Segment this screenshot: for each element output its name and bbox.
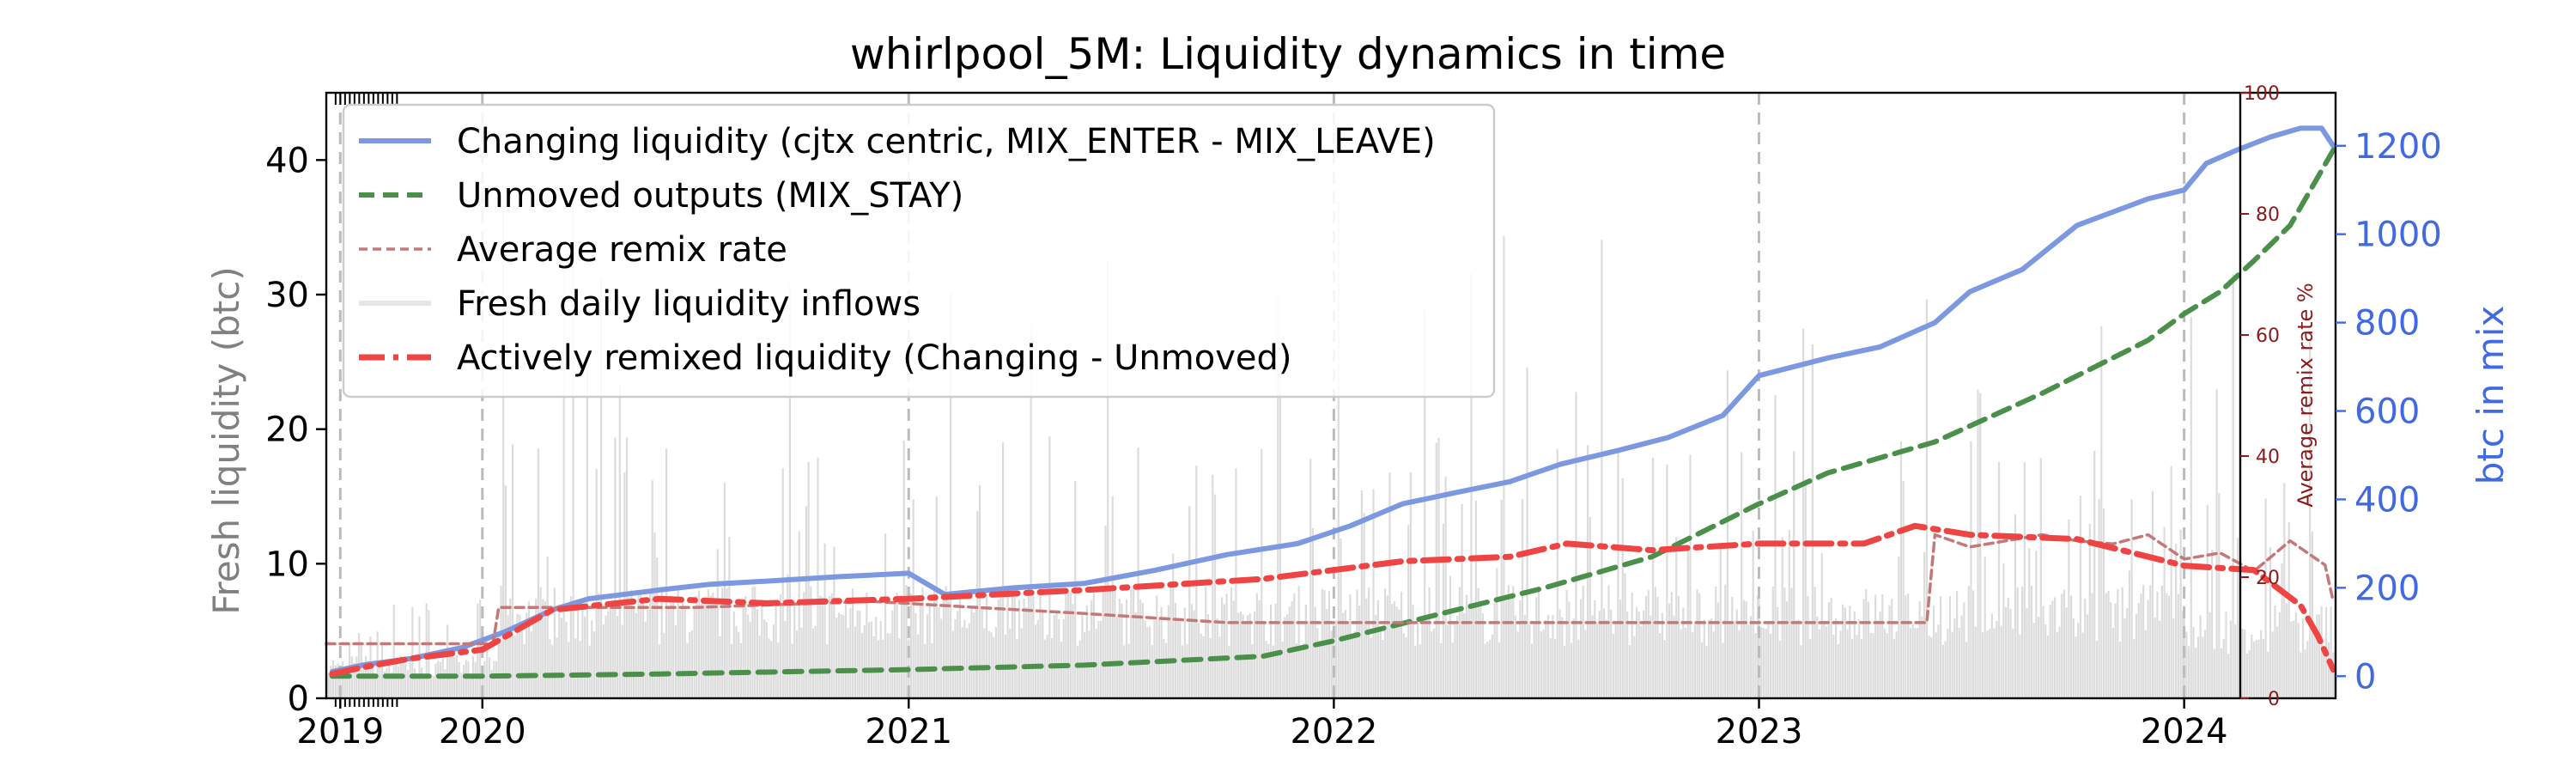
x-tick-label-4: 2023 (1716, 712, 1803, 752)
chart-title: whirlpool_5M: Liquidity dynamics in time (850, 29, 1726, 79)
left-tick-label-2: 20 (265, 411, 309, 450)
left-tick-label-0: 0 (288, 679, 309, 719)
btc-tick-label-3: 600 (2354, 393, 2420, 432)
btc-tick-label-0: 0 (2354, 657, 2376, 697)
series-line-3 (329, 522, 2336, 678)
legend-box (342, 103, 1496, 399)
legend-label-1: Unmoved outputs (MIX_STAY) (457, 176, 963, 216)
series-line-1 (329, 147, 2336, 679)
x-tick-label-3: 2022 (1290, 712, 1377, 752)
left-tick-label-4: 40 (265, 141, 309, 180)
btc-tick-label-5: 1000 (2354, 216, 2442, 255)
legend-label-0: Changing liquidity (cjtx centric, MIX_EN… (457, 122, 1436, 161)
remix-tick-label-4: 80 (2256, 204, 2280, 226)
legend-label-2: Average remix rate (457, 230, 787, 270)
x-tick-label-0: 2019 (296, 712, 384, 752)
btc-tick-label-1: 200 (2354, 569, 2420, 608)
inflow-bars-period-4 (1758, 299, 2184, 698)
series-line-0 (329, 125, 2336, 675)
btc-tick-label-2: 400 (2354, 480, 2420, 520)
left-tick-label-3: 30 (265, 276, 309, 315)
x-tick-label-2: 2021 (865, 712, 952, 752)
btc-tick-label-6: 1200 (2354, 127, 2442, 167)
remix-tick-label-2: 40 (2256, 447, 2280, 468)
remix-tick-label-5: 100 (2244, 83, 2280, 105)
remix-tick-label-1: 20 (2256, 568, 2280, 589)
y-axis-btc-label: btc in mix (2470, 306, 2512, 485)
btc-tick-label-4: 800 (2354, 304, 2420, 344)
legend-label-4: Actively remixed liquidity (Changing - U… (457, 338, 1292, 378)
inflow-bars-period-3 (1333, 201, 1759, 698)
y-axis-remix-label: Average remix rate % (2293, 283, 2318, 507)
x-tick-label-5: 2024 (2141, 712, 2228, 752)
legend: Changing liquidity (cjtx centric, MIX_EN… (342, 103, 1496, 399)
legend-label-3: Fresh daily liquidity inflows (457, 284, 920, 324)
plot-frame (325, 91, 2337, 700)
axes: 0102030400204060801000200400600800100012… (265, 83, 2442, 752)
inflow-bars-period-0 (325, 600, 498, 698)
series-lines (325, 125, 2336, 679)
remix-tick-label-3: 60 (2256, 326, 2280, 347)
left-tick-label-1: 10 (265, 545, 309, 584)
remix-tick-label-0: 0 (2268, 689, 2280, 710)
y-axis-left-label: Fresh liquidity (btc) (205, 266, 247, 614)
x-tick-label-1: 2020 (439, 712, 526, 752)
